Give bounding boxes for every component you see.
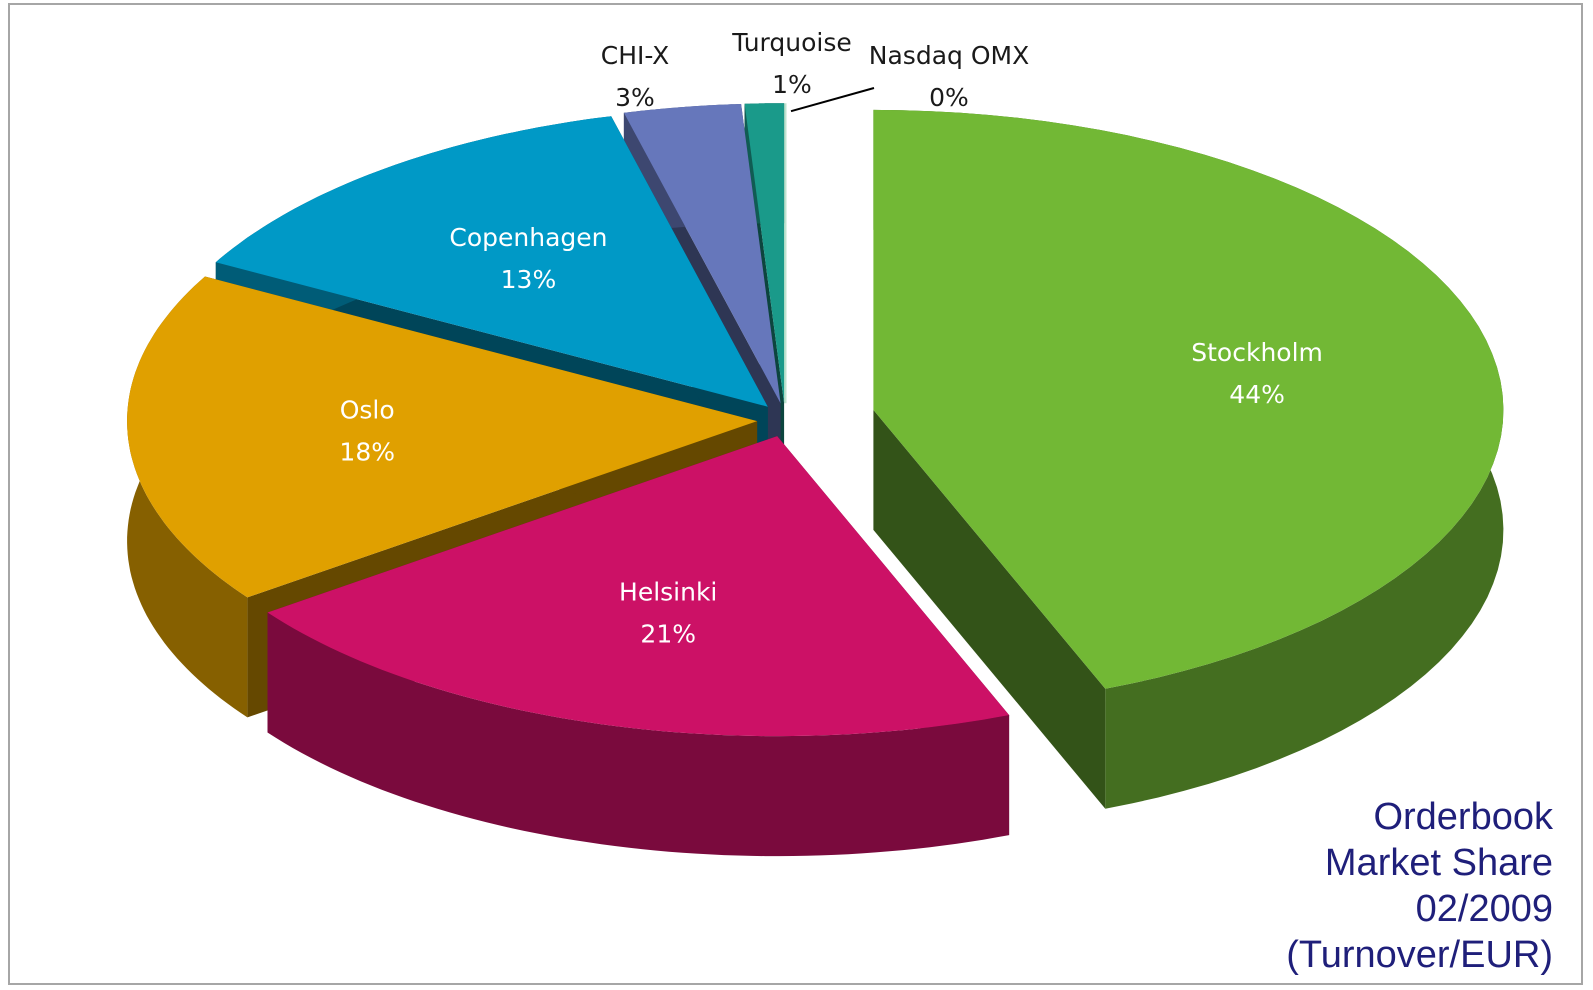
slice-value-label: 44% bbox=[1229, 380, 1285, 409]
slice-value-label: 3% bbox=[615, 83, 655, 112]
slice-value-label: 13% bbox=[501, 265, 557, 294]
chart-title: Orderbook Market Share 02/2009 (Turnover… bbox=[1286, 796, 1553, 976]
slice-label: Oslo bbox=[340, 396, 395, 425]
slice-label: Stockholm bbox=[1191, 338, 1323, 367]
leader-line bbox=[790, 87, 875, 113]
slice-top bbox=[623, 104, 781, 404]
slice-label: Helsinki bbox=[619, 578, 717, 607]
slice-side bbox=[873, 409, 1106, 809]
slice-label: Nasdaq OMX bbox=[869, 41, 1029, 70]
slice-top bbox=[127, 276, 758, 598]
slice-top bbox=[873, 109, 1504, 689]
slice-value-label: 21% bbox=[640, 620, 696, 649]
slice-top bbox=[215, 116, 768, 407]
slice bbox=[267, 436, 1010, 857]
slice-top bbox=[267, 436, 1010, 737]
slice bbox=[873, 109, 1504, 809]
slice-value-label: 18% bbox=[339, 438, 395, 467]
slice-value-label: 0% bbox=[929, 83, 969, 112]
slice-label: CHI-X bbox=[601, 41, 670, 70]
slice-label: Copenhagen bbox=[449, 223, 607, 252]
chart-frame bbox=[8, 3, 1583, 985]
slice-top bbox=[744, 103, 785, 404]
slice-label: Turquoise bbox=[731, 28, 852, 57]
slice-value-label: 1% bbox=[772, 70, 812, 99]
slice-wall bbox=[267, 612, 1010, 857]
